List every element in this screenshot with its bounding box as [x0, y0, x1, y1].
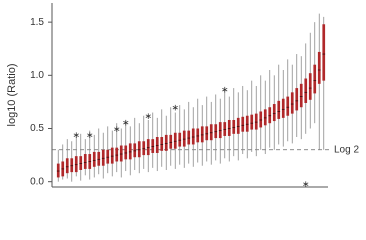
box: [223, 122, 227, 136]
box: [110, 147, 114, 164]
y-tick-label: 0.5: [30, 123, 44, 134]
box: [299, 83, 303, 108]
box: [92, 151, 96, 167]
box: [245, 115, 249, 132]
box: [128, 143, 132, 160]
box: [281, 98, 285, 118]
box: [173, 132, 177, 149]
box: [115, 147, 119, 162]
box: [70, 158, 74, 173]
box: [214, 124, 218, 139]
box: [205, 126, 209, 141]
outlier: ∗: [302, 179, 310, 189]
box: [169, 134, 173, 149]
y-tick-label: 1.5: [30, 17, 44, 28]
outlier: ∗: [72, 130, 80, 140]
y-tick-label: 1.0: [30, 70, 44, 81]
box: [178, 132, 182, 147]
outlier: ∗: [86, 130, 94, 140]
box: [308, 73, 312, 100]
box: [295, 88, 299, 111]
box: [124, 145, 128, 160]
box: [106, 149, 110, 164]
box: [191, 128, 195, 145]
box: [304, 78, 308, 103]
box: [209, 124, 213, 141]
box: [268, 107, 272, 124]
y-tick-label: 0.0: [30, 176, 44, 187]
box: [164, 134, 168, 151]
box: [218, 122, 222, 139]
box: [250, 114, 254, 130]
box: [322, 24, 326, 81]
box: [200, 126, 204, 143]
box: [56, 163, 60, 178]
outlier: ∗: [144, 111, 152, 121]
box: [182, 130, 186, 147]
box: [119, 145, 123, 162]
box: [65, 158, 69, 174]
box: [290, 92, 294, 114]
box: [277, 100, 281, 119]
box: [155, 137, 159, 153]
box: [272, 104, 276, 122]
outlier: ∗: [171, 103, 179, 113]
box: [196, 128, 200, 143]
box: [146, 139, 150, 156]
box: [97, 151, 101, 166]
outlier: ∗: [113, 124, 121, 134]
box: [101, 149, 105, 166]
box: [83, 154, 87, 169]
box: [313, 64, 317, 94]
box: [187, 130, 191, 145]
reference-label: Log 2: [334, 144, 359, 155]
box: [151, 139, 155, 153]
box: [160, 137, 164, 151]
box: [241, 116, 245, 132]
outlier: ∗: [122, 117, 130, 127]
outlier: ∗: [221, 84, 229, 94]
box: [259, 111, 263, 128]
box: [74, 156, 78, 173]
box: [79, 156, 83, 170]
box: [263, 109, 267, 126]
box: [254, 113, 258, 130]
box: [137, 141, 141, 158]
box: [232, 119, 236, 134]
box: [286, 96, 290, 116]
box: [236, 117, 240, 134]
box: [317, 51, 321, 84]
y-axis-label: log10 (Ratio): [6, 64, 18, 127]
box: [142, 141, 146, 156]
box: [133, 143, 137, 158]
box: [227, 119, 231, 136]
